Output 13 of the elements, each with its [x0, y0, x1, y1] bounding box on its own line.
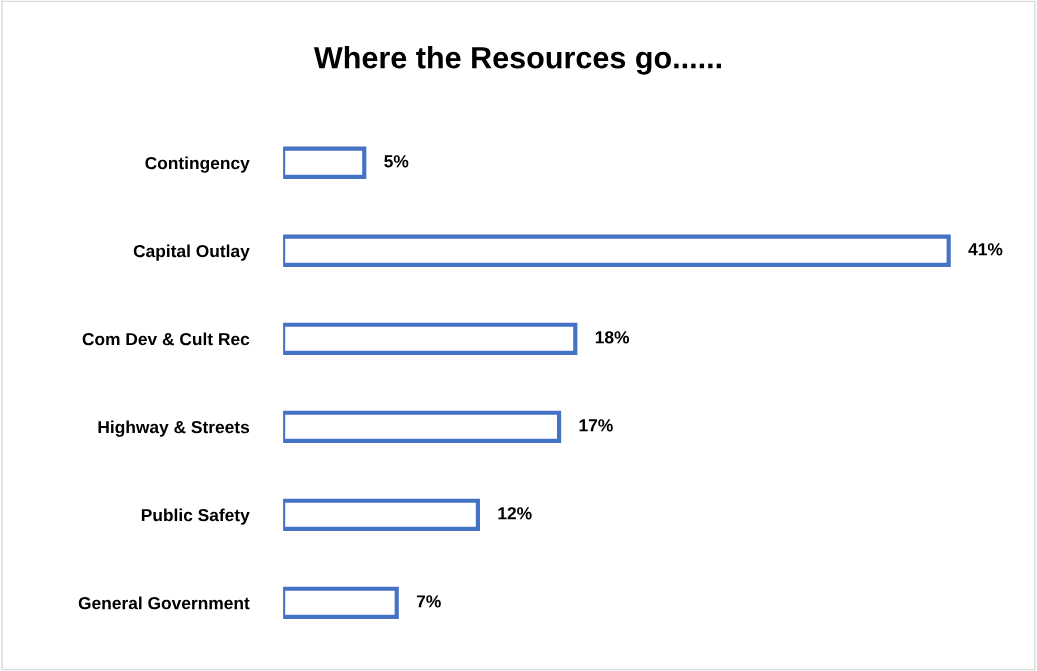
y-tick-label: Public Safety	[141, 508, 250, 525]
data-label: 17%	[579, 419, 613, 432]
data-label: 18%	[595, 331, 630, 344]
y-tick-label: Com Dev & Cult Rec	[82, 332, 250, 346]
data-label: 12%	[498, 507, 532, 520]
data-label: 7%	[416, 595, 441, 608]
data-label: 41%	[968, 243, 1003, 256]
y-tick-label: Contingency	[145, 156, 250, 173]
data-label: 5%	[384, 155, 409, 168]
y-tick-label: General Government	[78, 596, 250, 610]
y-tick-label: Highway & Streets	[98, 420, 250, 437]
chart-title: Where the Resources go......	[313, 46, 722, 75]
y-tick-label: Capital Outlay	[133, 244, 250, 261]
